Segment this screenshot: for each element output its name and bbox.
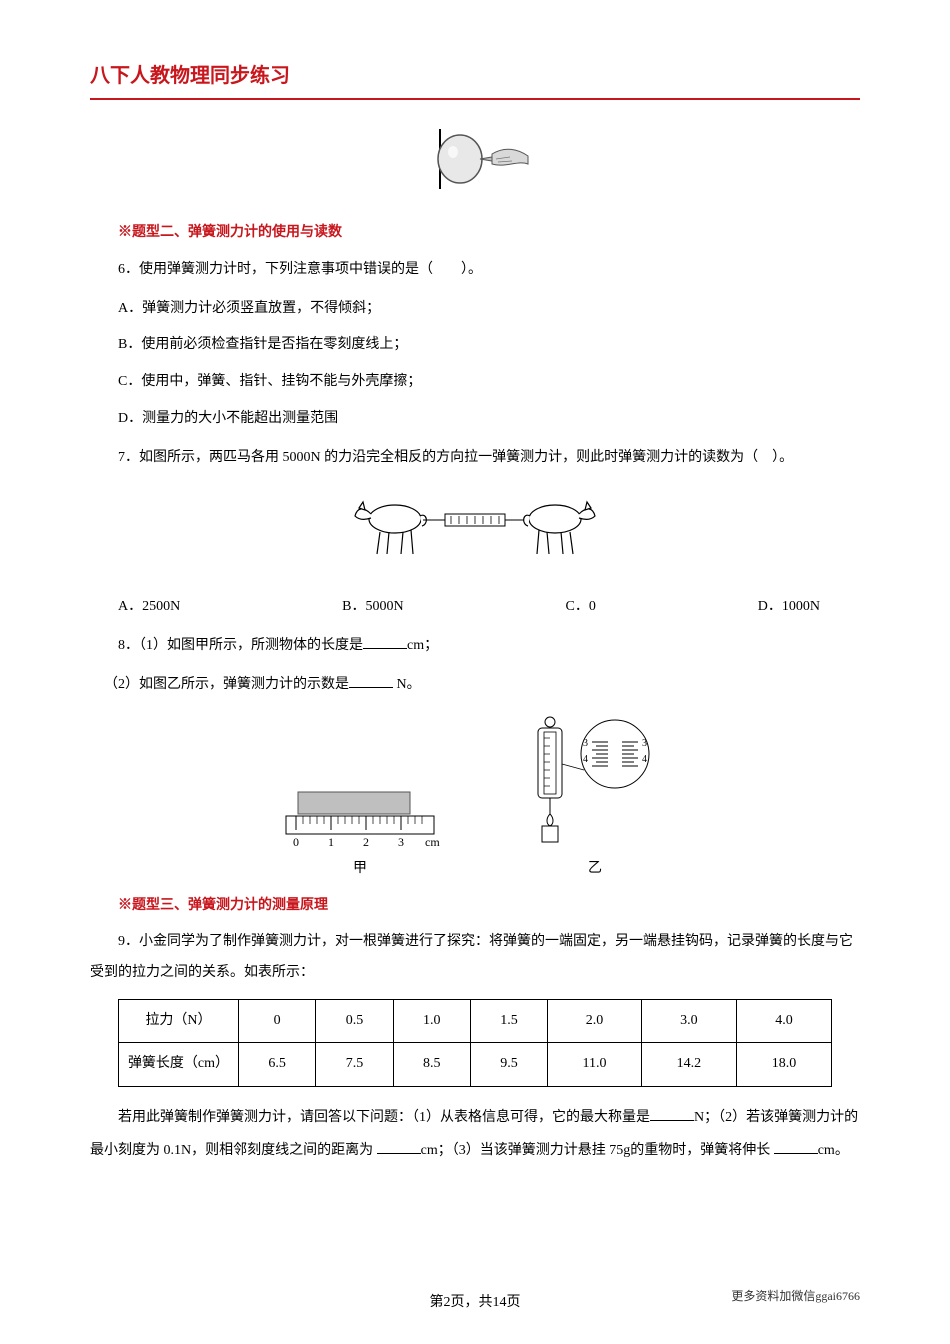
q7-stem: 7．如图所示，两匹马各用 5000N 的力沿完全相反的方向拉一弹簧测力计，则此时…: [90, 443, 860, 474]
q9-ta: 若用此弹簧制作弹簧测力计，请回答以下问题：（1）从表格信息可得，它的最大称量是: [118, 1110, 650, 1125]
svg-text:3: 3: [398, 835, 404, 849]
cell: 0: [239, 999, 316, 1042]
svg-text:1: 1: [328, 835, 334, 849]
q8-line1: 8．（1）如图甲所示，所测物体的长度是 cm；: [90, 631, 860, 662]
q7-options: A．2500N B．5000N C．0 D．1000N: [118, 592, 860, 623]
q9-tc: cm；（3）当该弹簧测力计悬挂 75g的重物时，弹簧将伸长: [421, 1143, 774, 1158]
svg-text:3: 3: [583, 738, 588, 749]
ruler-figure: 0 1 2 3 cm: [280, 784, 440, 854]
q6-opt-c: C．使用中，弹簧、指针、挂钩不能与外壳摩擦；: [118, 367, 860, 398]
q6-opt-b: B．使用前必须检查指针是否指在零刻度线上；: [118, 330, 860, 361]
q7-opt-b: B．5000N: [342, 592, 403, 623]
svg-text:3: 3: [642, 738, 647, 749]
page-header: 八下人教物理同步练习: [90, 60, 860, 100]
spring-scale-figure: 3 4 3 4: [520, 714, 670, 854]
svg-text:cm: cm: [425, 835, 440, 849]
section-3-heading: ※题型三、弹簧测力计的测量原理: [90, 895, 860, 917]
cell: 3.0: [641, 999, 736, 1042]
table-row: 弹簧长度（cm） 6.5 7.5 8.5 9.5 11.0 14.2 18.0: [119, 1043, 832, 1086]
svg-text:0: 0: [293, 835, 299, 849]
q8-l1b: cm；: [407, 638, 438, 653]
cell: 8.5: [393, 1043, 470, 1086]
svg-text:4: 4: [583, 754, 588, 765]
q6-opt-d: D．测量力的大小不能超出测量范围: [118, 404, 860, 435]
caption-jia: 甲: [353, 858, 367, 880]
cell: 拉力（N）: [119, 999, 239, 1042]
q7-opt-d: D．1000N: [758, 592, 820, 623]
cell: 4.0: [736, 999, 831, 1042]
q7-opt-c: C．0: [566, 592, 596, 623]
q6-stem: 6．使用弹簧测力计时，下列注意事项中错误的是（ ）。: [90, 255, 860, 286]
cell: 7.5: [316, 1043, 393, 1086]
q8-l2b: N。: [393, 677, 421, 692]
svg-text:2: 2: [363, 835, 369, 849]
cell: 11.0: [548, 1043, 642, 1086]
caption-yi: 乙: [588, 858, 602, 880]
svg-text:4: 4: [642, 754, 647, 765]
figure-q8: 0 1 2 3 cm 甲: [90, 714, 860, 880]
q8-line2: （2）如图乙所示，弹簧测力计的示数是 N。: [90, 670, 860, 701]
table-row: 拉力（N） 0 0.5 1.0 1.5 2.0 3.0 4.0: [119, 999, 832, 1042]
q9-td: cm。: [818, 1143, 849, 1158]
cell: 1.0: [393, 999, 470, 1042]
cell: 2.0: [548, 999, 642, 1042]
cell: 18.0: [736, 1043, 831, 1086]
figure-horses: [90, 484, 860, 572]
q8-l2a: （2）如图乙所示，弹簧测力计的示数是: [104, 677, 349, 692]
blank: [349, 674, 393, 688]
cell: 1.5: [470, 999, 547, 1042]
q9-intro: 9．小金同学为了制作弹簧测力计，对一根弹簧进行了探究：将弹簧的一端固定，另一端悬…: [90, 927, 860, 989]
cell: 6.5: [239, 1043, 316, 1086]
cell: 9.5: [470, 1043, 547, 1086]
q9-table: 拉力（N） 0 0.5 1.0 1.5 2.0 3.0 4.0 弹簧长度（cm）…: [118, 999, 832, 1087]
figure-balloon: [90, 124, 860, 202]
q8-l1a: 8．（1）如图甲所示，所测物体的长度是: [118, 638, 363, 653]
q7-opt-a: A．2500N: [118, 592, 180, 623]
cell: 14.2: [641, 1043, 736, 1086]
blank: [774, 1140, 818, 1154]
q6-opt-a: A．弹簧测力计必须竖直放置，不得倾斜；: [118, 294, 860, 325]
footer-right: 更多资料加微信ggai6766: [731, 1287, 860, 1306]
cell: 0.5: [316, 999, 393, 1042]
section-2-heading: ※题型二、弹簧测力计的使用与读数: [90, 222, 860, 244]
q9-tail: 若用此弹簧制作弹簧测力计，请回答以下问题：（1）从表格信息可得，它的最大称量是N…: [90, 1101, 860, 1168]
blank: [377, 1140, 421, 1154]
blank: [650, 1107, 694, 1121]
cell: 弹簧长度（cm）: [119, 1043, 239, 1086]
blank: [363, 635, 407, 649]
